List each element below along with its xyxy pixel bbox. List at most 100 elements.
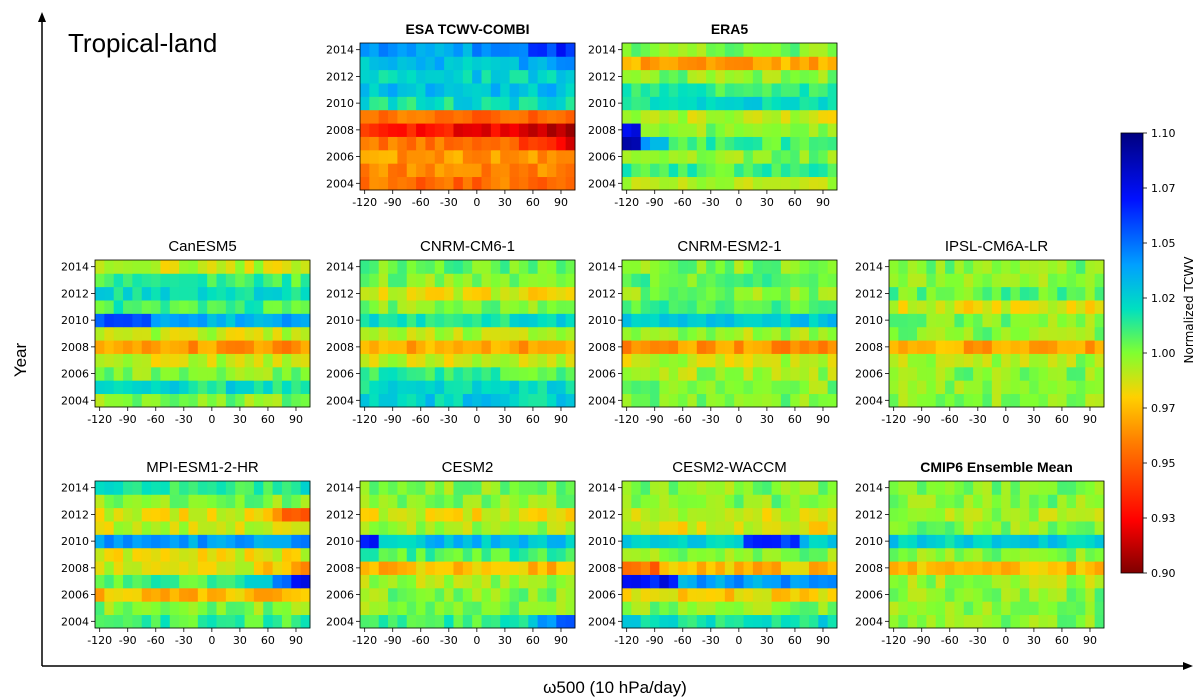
- heatmap-cell: [771, 521, 782, 535]
- heatmap-cell: [416, 481, 426, 495]
- heatmap-cell: [696, 123, 707, 137]
- heatmap-cell: [982, 326, 993, 341]
- heatmap-cell: [973, 326, 983, 341]
- heatmap-cell: [799, 366, 810, 381]
- heatmap-cell: [281, 494, 292, 509]
- colorbar-tick-label: 1.07: [1151, 182, 1176, 195]
- heatmap-cell: [434, 614, 445, 629]
- heatmap-cell: [889, 534, 899, 549]
- heatmap-cell: [898, 507, 909, 522]
- heatmap-cell: [1075, 614, 1086, 629]
- heatmap-cell: [1010, 481, 1021, 495]
- heatmap-cell: [790, 507, 801, 522]
- heatmap-cell: [509, 521, 520, 535]
- heatmap-cell: [528, 547, 539, 562]
- heatmap-cell: [444, 123, 454, 137]
- heatmap-cell: [481, 393, 492, 408]
- heatmap-cell: [973, 507, 983, 522]
- heatmap-cell: [1029, 547, 1039, 562]
- heatmap-cell: [565, 601, 576, 616]
- heatmap-cell: [113, 614, 124, 629]
- heatmap-cell: [706, 366, 716, 381]
- heatmap-cell: [917, 614, 927, 629]
- heatmap-cell: [378, 380, 389, 395]
- heatmap-cell: [780, 273, 791, 288]
- heatmap-cell: [945, 380, 955, 395]
- heatmap-cell: [696, 313, 707, 328]
- heatmap-cell: [1038, 353, 1049, 368]
- heatmap-cell: [179, 574, 189, 589]
- heatmap-cell: [827, 109, 838, 124]
- heatmap-cell: [898, 614, 909, 629]
- heatmap-cell: [300, 286, 311, 301]
- heatmap-cell: [378, 340, 389, 354]
- heatmap-cell: [678, 507, 688, 522]
- heatmap-cell: [472, 587, 482, 602]
- x-tick-label: 90: [1083, 634, 1097, 647]
- heatmap-cell: [818, 481, 829, 495]
- heatmap-cell: [481, 481, 492, 495]
- heatmap-cell: [715, 481, 726, 495]
- heatmap-cell: [827, 521, 838, 535]
- heatmap-cell: [1094, 534, 1105, 549]
- heatmap-cell: [808, 286, 819, 301]
- heatmap-cell: [687, 286, 698, 301]
- heatmap-cell: [565, 587, 576, 602]
- x-tick-label: 0: [1002, 634, 1009, 647]
- heatmap-cell: [734, 587, 744, 602]
- heatmap-cell: [225, 561, 236, 575]
- heatmap-cell: [640, 83, 651, 97]
- heatmap-cell: [123, 534, 133, 549]
- heatmap-cell: [537, 481, 548, 495]
- heatmap-cell: [500, 614, 510, 629]
- heatmap-cell: [397, 494, 408, 509]
- heatmap-cell: [490, 163, 501, 178]
- heatmap-cell: [537, 601, 548, 616]
- heatmap-cell: [954, 481, 965, 495]
- heatmap-cell: [537, 83, 548, 97]
- colorbar-tick-label: 0.97: [1151, 402, 1176, 415]
- heatmap-cell: [1066, 507, 1077, 522]
- heatmap-cell: [123, 380, 133, 395]
- heatmap-cell: [1057, 326, 1068, 341]
- heatmap-cell: [898, 393, 909, 408]
- heatmap-cell: [818, 96, 829, 111]
- heatmap-cell: [898, 587, 909, 602]
- heatmap-cell: [631, 163, 642, 178]
- heatmap-cell: [808, 83, 819, 97]
- heatmap-cell: [818, 43, 829, 57]
- heatmap-cell: [207, 614, 217, 629]
- heatmap-cell: [113, 574, 124, 589]
- x-tick-label: -90: [384, 413, 402, 426]
- heatmap-cell: [659, 300, 670, 314]
- heatmap-cell: [991, 547, 1002, 562]
- heatmap-cell: [1038, 273, 1049, 288]
- heatmap-cell: [104, 393, 115, 408]
- heatmap-cell: [907, 353, 918, 368]
- heatmap-cell: [453, 326, 464, 341]
- heatmap-cell: [1001, 286, 1011, 301]
- heatmap-cell: [1075, 534, 1086, 549]
- heatmap-cell: [434, 96, 445, 111]
- heatmap-cell: [462, 393, 473, 408]
- heatmap-cell: [453, 601, 464, 616]
- heatmap-cell: [263, 313, 274, 328]
- heatmap-cell: [556, 176, 567, 191]
- heatmap-cell: [706, 300, 716, 314]
- heatmap-cell: [631, 260, 642, 274]
- heatmap-cell: [500, 494, 510, 509]
- heatmap-cell: [416, 547, 426, 562]
- y-tick-label: 2006: [588, 368, 616, 381]
- heatmap-cell: [500, 366, 510, 381]
- heatmap-cell: [1010, 393, 1021, 408]
- heatmap-cell: [1057, 393, 1068, 408]
- heatmap-cell: [425, 521, 436, 535]
- heatmap-cell: [1047, 300, 1058, 314]
- heatmap-cell: [369, 123, 380, 137]
- heatmap-cell: [724, 273, 735, 288]
- heatmap-cell: [1001, 260, 1011, 274]
- heatmap-cell: [808, 393, 819, 408]
- heatmap-cell: [388, 547, 398, 562]
- heatmap-cell: [1066, 286, 1077, 301]
- heatmap-cell: [1001, 614, 1011, 629]
